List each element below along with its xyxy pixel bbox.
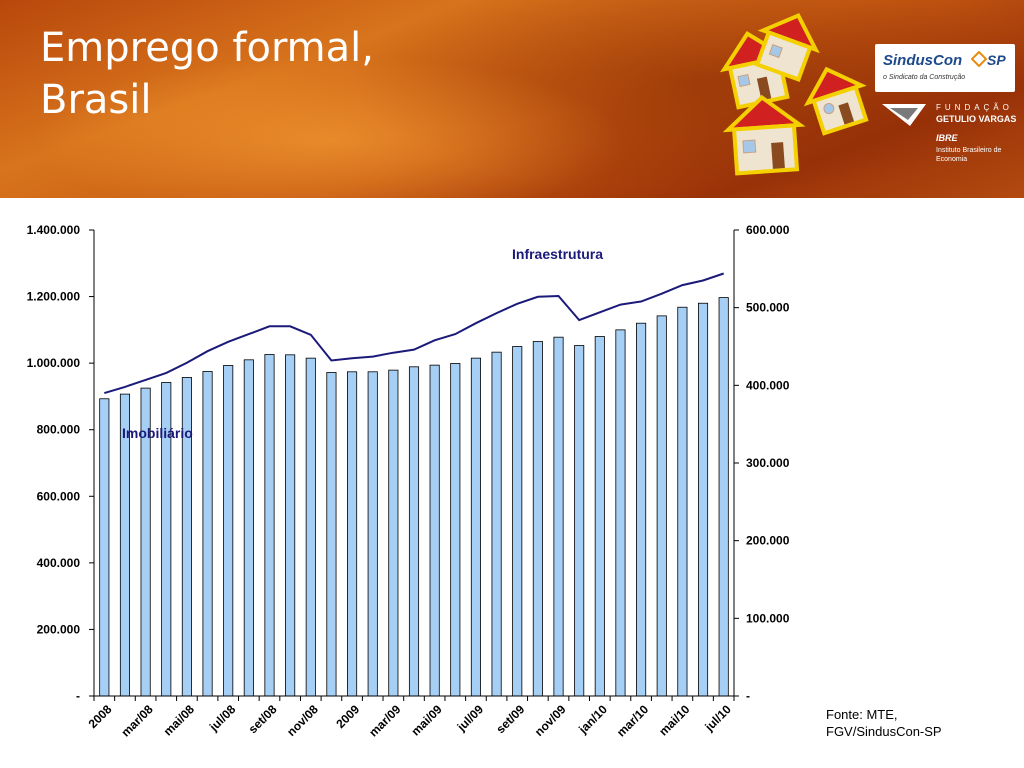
slide-title-line1: Emprego formal, [40,25,374,71]
line-series-infraestrutura [104,272,725,395]
bar [305,357,316,697]
left-tick-label: 1.000.000 [27,356,81,370]
x-tick-label: mai/08 [161,702,198,739]
series-label-infraestrutura: Infraestrutura [512,246,603,262]
bar [450,363,461,697]
bar [594,336,605,697]
ibre-logo-line1: IBRE [936,133,958,143]
bar [429,364,440,697]
left-tick-label: 600.000 [37,489,81,503]
sinduscon-logo-name: SindusCon [883,52,963,69]
slide-title-line2: Brasil [40,77,152,123]
x-tick-label: set/09 [493,702,527,736]
x-tick-label: mar/10 [614,702,651,739]
bar [677,306,688,697]
right-tick-label: 400.000 [746,378,790,392]
bar [223,365,234,697]
bar [470,357,481,697]
fgv-emblem-icon [882,104,926,126]
houses-illustration [719,13,869,176]
right-tick-label: 500.000 [746,301,790,315]
bar [532,341,543,697]
left-axis: - 200.000 400.000 600.000 800.000 1.000.000 1.… [27,223,95,703]
source-line2: FGV/SindusCon-SP [826,724,942,739]
left-tick-label: 800.000 [37,423,81,437]
bar [202,371,213,697]
right-tick-label: - [746,689,750,703]
bar [408,366,420,697]
sinduscon-logo-tagline: o Sindicato da Construção [883,74,966,81]
sinduscon-emblem-icon [971,51,987,67]
right-tick-label: 200.000 [746,534,790,548]
x-tick-label: jan/10 [575,702,610,737]
series-line [104,272,725,395]
bar [99,398,110,697]
left-tick-label: 400.000 [37,556,81,570]
bar [367,371,378,697]
left-tick-label: 1.200.000 [27,290,81,304]
bar [243,359,254,697]
bar [285,354,296,697]
x-tick-label: nov/09 [532,702,569,739]
right-tick-label: 100.000 [746,611,790,625]
house-icon [803,66,869,136]
x-tick-label: 2008 [86,702,115,731]
right-axis: - 100.000 200.000 300.000 400.000 500.000 600.… [733,223,790,703]
fgv-logo-line1: FUNDAÇÃO [936,103,1013,112]
bar [347,371,358,697]
source-line1: Fonte: MTE, [826,707,898,722]
x-tick-label: mai/09 [408,702,445,739]
bar [615,329,626,697]
x-tick-label: jul/09 [454,702,487,735]
ibre-logo-line2: Instituto Brasileiro de Economia [936,147,1002,163]
bar [636,322,647,697]
source-note: Fonte: MTE, FGV/SindusCon-SP [826,706,942,740]
x-tick-label: mar/08 [118,702,155,739]
bar [388,369,399,697]
x-tick-label: mar/09 [366,702,403,739]
header-banner: Emprego formal, Brasil SindusCon [0,0,1024,198]
series-label-imobiliario: Imobiliário [122,425,193,441]
x-tick-label: set/08 [246,702,280,736]
bar [512,346,523,697]
x-tick-label: 2009 [333,702,362,731]
bar [491,351,502,697]
bar [697,302,709,697]
sinduscon-logo: SindusCon SP o Sindicato da Construção [875,44,1015,92]
right-tick-label: 300.000 [746,456,790,470]
house-icon [722,94,806,176]
bar [326,372,337,697]
bar [553,336,564,697]
bar [718,297,729,697]
sinduscon-logo-sp: SP [987,52,1006,68]
slide-title: Emprego formal, Brasil [40,22,374,126]
bar [264,354,275,697]
employment-chart: - 200.000 400.000 600.000 800.000 1.000.000 1.… [27,223,790,739]
right-tick-label: 600.000 [746,223,790,237]
fgv-logo-line2: GETULIO VARGAS [936,114,1017,124]
x-tick-label: mai/10 [656,702,693,739]
bar-series-imobiliario [99,297,729,697]
left-tick-label: - [76,689,80,703]
house-icon [754,13,820,83]
x-tick-label: jul/10 [701,702,734,735]
bar [574,345,585,697]
x-axis: 2008 mar/08 mai/08 jul/08 set/08 nov/08 2009 ma… [86,695,735,739]
x-tick-label: nov/08 [284,702,321,739]
left-tick-label: 200.000 [37,622,81,636]
x-tick-label: jul/08 [206,702,239,735]
left-tick-label: 1.400.000 [27,223,81,237]
bar [656,315,667,697]
